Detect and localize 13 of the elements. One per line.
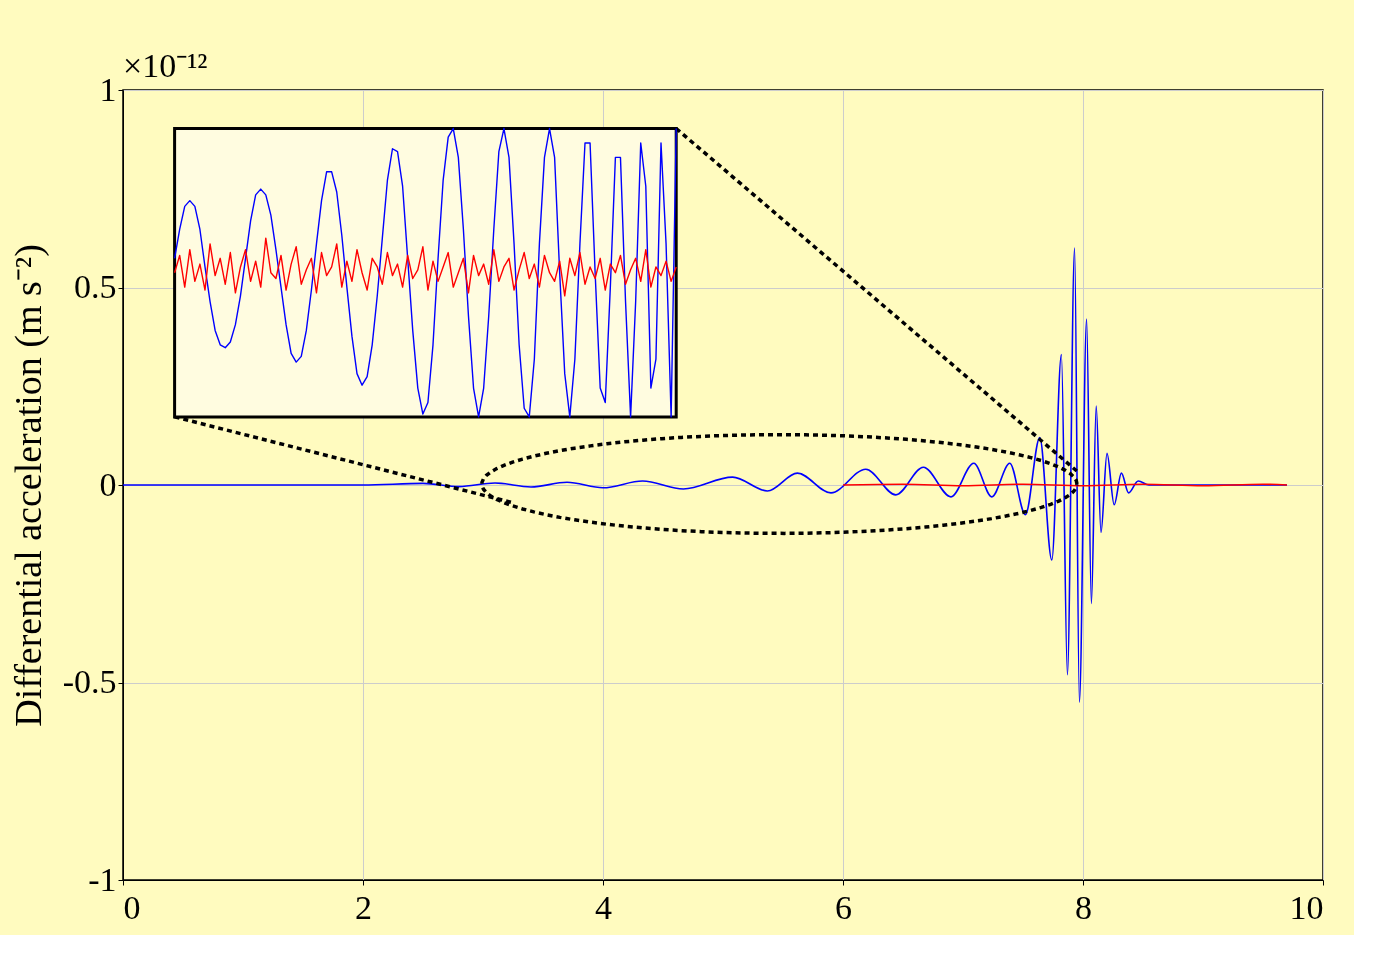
x-tick-label: 6: [835, 888, 852, 926]
y-tick-label: -0.5: [62, 663, 117, 700]
y-tick-label: -1: [88, 860, 117, 898]
x-tick-label: 0: [123, 888, 141, 926]
y-tick-label: 0: [99, 465, 117, 503]
text: ×10⁻¹²: [123, 47, 208, 84]
x-tick-label: 2: [355, 888, 372, 926]
y-axis-title: Differential acceleration (m s⁻²): [6, 244, 50, 727]
y-tick-label: 0.5: [74, 268, 117, 305]
x-tick-label: 4: [595, 888, 612, 926]
x-tick-label: 8: [1075, 888, 1092, 926]
x-tick-label: 10: [1289, 888, 1324, 926]
y-tick-label: 1: [99, 70, 117, 108]
